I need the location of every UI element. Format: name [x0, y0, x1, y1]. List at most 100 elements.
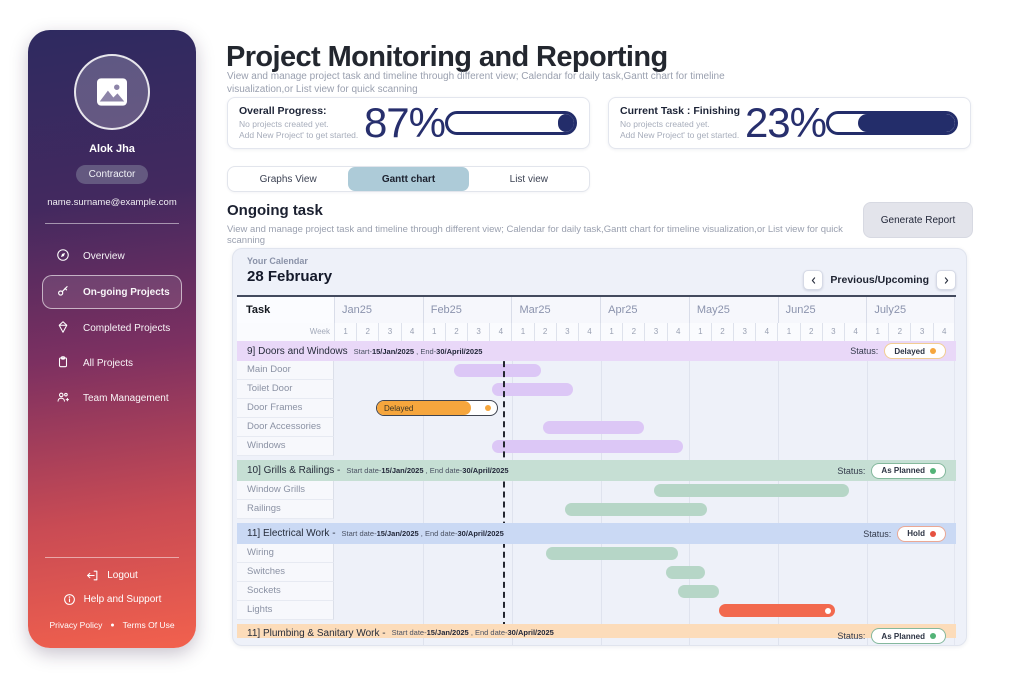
sidebar-item-team-management[interactable]: Team Management [42, 382, 182, 414]
critical-task-bar[interactable] [719, 604, 835, 617]
group-title: 9] Doors and Windows [247, 345, 348, 357]
delayed-bar-fill [377, 401, 471, 415]
week-number: 3 [555, 323, 578, 341]
task-label[interactable]: Door Frames [237, 399, 334, 418]
status-badge: As Planned [871, 462, 946, 479]
privacy-policy-link[interactable]: Privacy Policy [49, 620, 103, 630]
week-number: 2 [444, 323, 467, 341]
task-timeline-cell [334, 361, 956, 380]
generate-report-button[interactable]: Generate Report [863, 202, 973, 238]
group-dates: Start date-15/Jan/2025 , End date-30/Apr… [341, 529, 504, 538]
chevron-right-icon [944, 276, 948, 284]
task-label[interactable]: Windows [237, 437, 334, 456]
task-bar[interactable] [678, 585, 719, 598]
next-button[interactable] [936, 270, 956, 290]
week-number: 2 [622, 323, 644, 341]
sidebar-item-all-projects[interactable]: All Projects [42, 347, 182, 379]
task-label[interactable]: Main Door [237, 361, 334, 380]
month-header: Jun25 [777, 297, 867, 323]
gantt-group-header[interactable]: 11] Electrical Work - Start date-15/Jan/2… [237, 523, 956, 544]
sidebar-item-on-going-projects[interactable]: On-going Projects [42, 275, 182, 309]
status-label: Status: [863, 528, 892, 539]
gantt-group-header[interactable]: 10] Grills & Railings - Start date-15/Jan… [237, 460, 956, 481]
task-label[interactable]: Window Grills [237, 481, 334, 500]
task-bar[interactable] [492, 383, 573, 396]
group-status: Status: As Planned [837, 462, 946, 479]
task-bar[interactable] [565, 503, 707, 516]
week-number: 1 [866, 323, 888, 341]
week-number: 1 [422, 323, 445, 341]
task-label[interactable]: Wiring [237, 544, 334, 563]
previous-button[interactable] [803, 270, 824, 290]
week-number: 4 [400, 323, 423, 341]
gantt-group-header[interactable]: 11] Plumbing & Sanitary Work - Start date… [237, 624, 956, 644]
gantt-task-row: Door Accessories [237, 418, 956, 437]
gantt-task-row: Railings [237, 500, 956, 519]
task-bar[interactable] [492, 440, 683, 453]
calendar-nav-label: Previous/Upcoming [830, 274, 929, 286]
status-text: Delayed [894, 346, 925, 356]
sidebar-item-completed-projects[interactable]: Completed Projects [42, 312, 182, 344]
group-dates: Start date-15/Jan/2025 , End date-30/Apr… [346, 466, 509, 475]
logout-button[interactable]: Logout [86, 569, 138, 582]
calendar-label: Your Calendar [247, 256, 308, 266]
task-bar[interactable] [654, 484, 849, 497]
task-bar[interactable] [543, 421, 644, 434]
delayed-bar-label: Delayed [384, 403, 414, 413]
gantt-task-row: Lights [237, 601, 956, 620]
tab-graphs-view[interactable]: Graphs View [259, 173, 317, 185]
task-timeline-cell [334, 563, 956, 582]
task-label[interactable]: Railings [237, 500, 334, 519]
status-dot-icon [930, 467, 936, 474]
task-timeline-cell [334, 500, 956, 519]
task-bar[interactable] [666, 566, 705, 579]
month-header: May25 [688, 297, 778, 323]
task-bar[interactable] [546, 547, 678, 560]
page-title: Project Monitoring and Reporting [226, 41, 668, 74]
gantt-task-row: Sockets [237, 582, 956, 601]
month-header-row: Task Jan25 Feb25 Mar25 Apr25 May25 Jun25 July25 [237, 297, 956, 323]
calendar-navigation: Previous/Upcoming [803, 270, 956, 290]
task-label[interactable]: Toilet Door [237, 380, 334, 399]
section-subtitle: View and manage project task and timelin… [227, 224, 843, 246]
task-label[interactable]: Switches [237, 563, 334, 582]
overall-progress-card: Overall Progress: No projects created ye… [227, 97, 590, 149]
week-number: 4 [755, 323, 777, 341]
tab-gantt-chart[interactable]: Gantt chart [348, 167, 469, 191]
avatar[interactable] [74, 54, 150, 130]
task-timeline-cell [334, 380, 956, 399]
week-number: 4 [932, 323, 955, 341]
terms-link[interactable]: Terms Of Use [122, 620, 175, 630]
task-label[interactable]: Lights [237, 601, 334, 620]
tab-list-view[interactable]: List view [509, 173, 548, 185]
week-number: 1 [511, 323, 533, 341]
user-email: name.surname@example.com [47, 197, 177, 208]
help-button[interactable]: Help and Support [63, 593, 161, 606]
table-top-border [237, 295, 956, 297]
week-label: Week [309, 327, 330, 336]
task-timeline-cell [334, 418, 956, 437]
week-number: 2 [533, 323, 556, 341]
delayed-task-bar[interactable]: Delayed [376, 400, 498, 416]
section-title: Ongoing task [227, 202, 323, 219]
calendar-date: 28 February [247, 268, 333, 285]
sidebar-item-label: On-going Projects [83, 286, 170, 298]
bar-end-dot-icon [825, 607, 831, 614]
sidebar-item-overview[interactable]: Overview [42, 240, 182, 272]
card-note: Add New Project' to get started. [239, 130, 359, 140]
progress-percent: 87% [363, 99, 446, 146]
week-number: 3 [733, 323, 755, 341]
card-note: No projects created yet. [239, 118, 329, 129]
gantt-task-row: Window Grills [237, 481, 956, 500]
task-label[interactable]: Sockets [237, 582, 334, 601]
month-header: Mar25 [511, 297, 600, 323]
task-label[interactable]: Door Accessories [237, 418, 334, 437]
gantt-panel: Your Calendar 28 February Previous/Upcom… [232, 248, 967, 646]
legal-links: Privacy Policy ● Terms Of Use [49, 620, 174, 630]
compass-icon [56, 248, 70, 265]
status-badge: Delayed [884, 343, 946, 359]
gantt-group-header[interactable]: 9] Doors and Windows Start-15/Jan/2025 , … [237, 341, 956, 361]
info-icon [63, 594, 75, 605]
task-bar[interactable] [454, 364, 541, 377]
